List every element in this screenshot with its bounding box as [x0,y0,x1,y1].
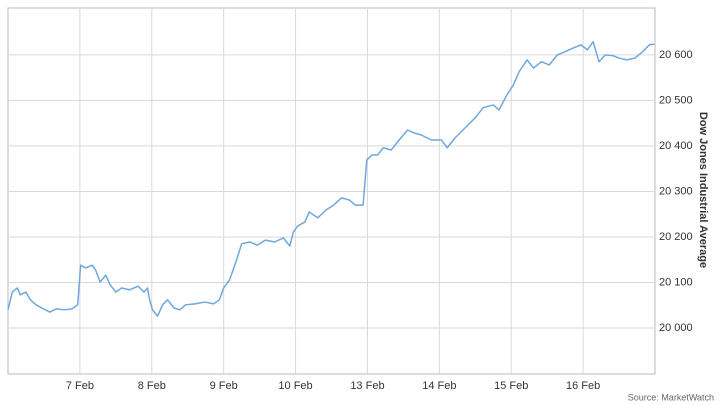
x-tick-label: 13 Feb [350,380,384,392]
y-tick-label: 20 000 [659,322,693,334]
y-tick-label: 20 200 [659,231,693,243]
x-tick-label: 15 Feb [494,380,528,392]
x-tick-label: 16 Feb [566,380,600,392]
x-tick-label: 8 Feb [138,380,166,392]
x-tick-label: 14 Feb [422,380,456,392]
data-line [7,40,655,317]
y-tick-label: 20 300 [659,185,693,197]
y-tick-label: 20 400 [659,140,693,152]
y-tick-label: 20 600 [659,49,693,61]
x-tick-label: 10 Feb [278,380,312,392]
y-tick-label: 20 100 [659,276,693,288]
y-axis-label: Dow Jones Industrial Average [697,112,709,268]
x-tick-label: 9 Feb [210,380,238,392]
y-tick-label: 20 500 [659,94,693,106]
x-tick-label: 7 Feb [66,380,94,392]
source: Source: MarketWatch [628,392,714,402]
